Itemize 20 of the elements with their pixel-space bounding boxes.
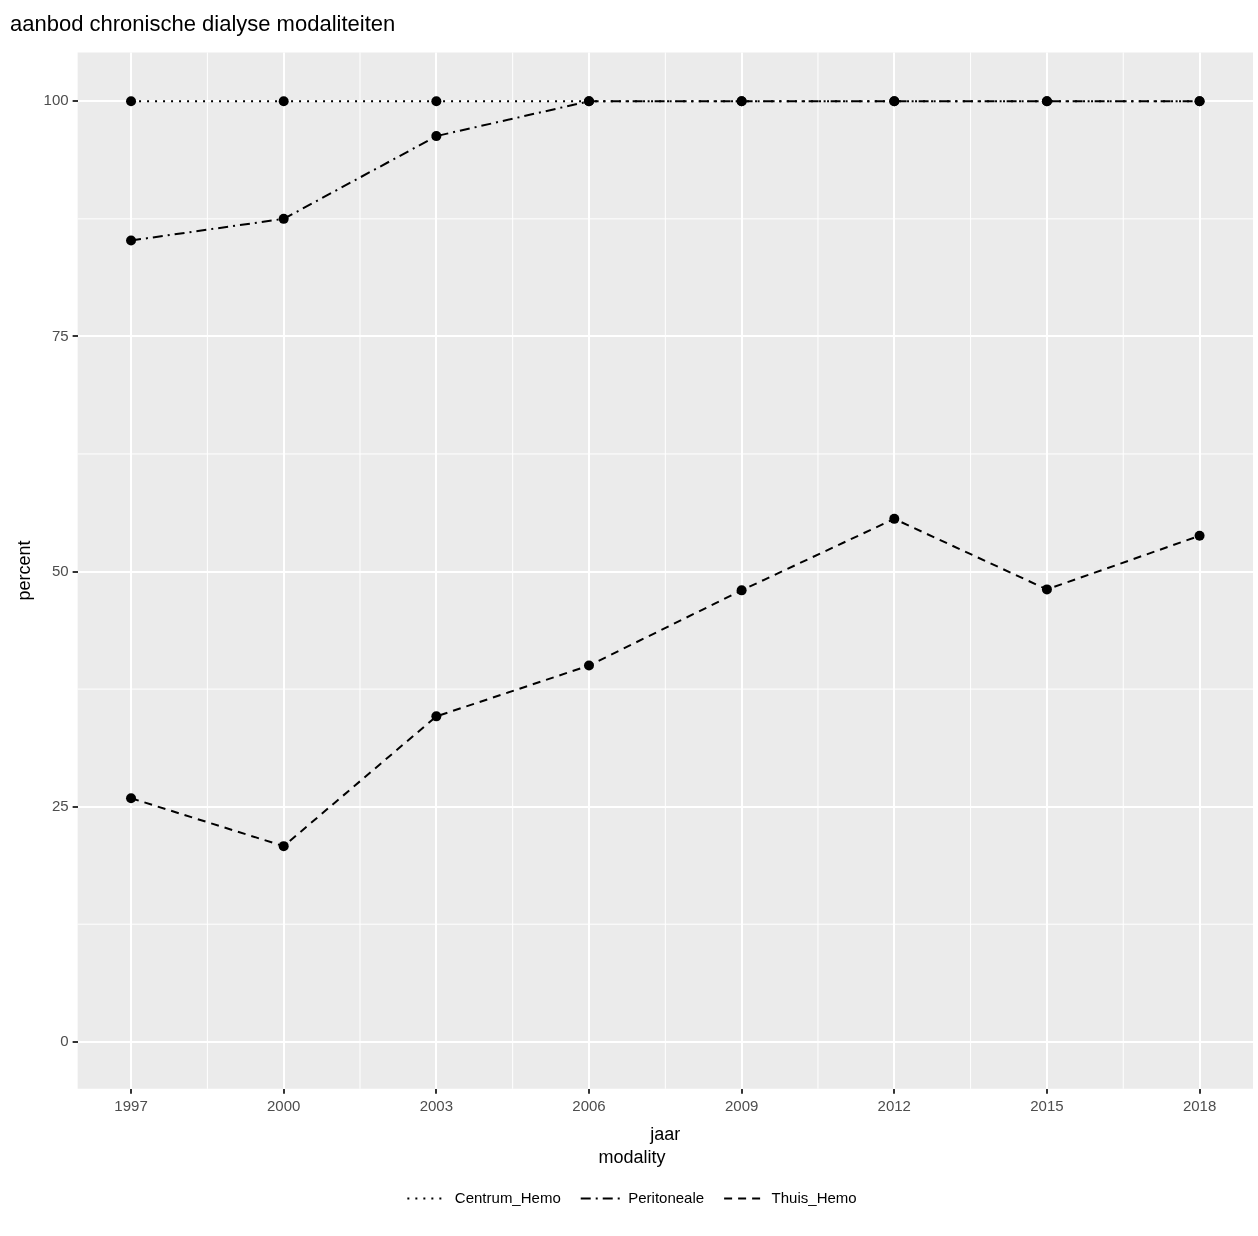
y-axis-title: percent [13, 540, 34, 601]
legend-label: Peritoneale [628, 1188, 705, 1206]
x-tick-label: 2003 [419, 1096, 454, 1114]
chart-title: aanbod chronische dialyse modaliteiten [10, 11, 396, 37]
x-axis-title: jaar [649, 1123, 681, 1144]
x-tick-label: 2012 [877, 1096, 911, 1114]
x-tick-label: 2006 [572, 1096, 606, 1114]
y-tick-label: 100 [43, 91, 69, 109]
legend-label: Centrum_Hemo [454, 1188, 561, 1206]
x-tick-label: 2018 [1182, 1096, 1217, 1114]
x-tick-label: 2000 [267, 1096, 301, 1114]
y-tick-label: 75 [51, 326, 69, 344]
legend-label: Thuis_Hemo [771, 1188, 857, 1206]
legend-title: modality [598, 1147, 666, 1168]
x-tick-label: 2009 [724, 1096, 759, 1114]
y-tick-label: 0 [60, 1031, 69, 1049]
y-tick-label: 50 [51, 561, 69, 579]
x-tick-label: 2015 [1030, 1096, 1064, 1114]
x-tick-label: 1997 [114, 1096, 148, 1114]
y-tick-label: 25 [51, 796, 69, 814]
